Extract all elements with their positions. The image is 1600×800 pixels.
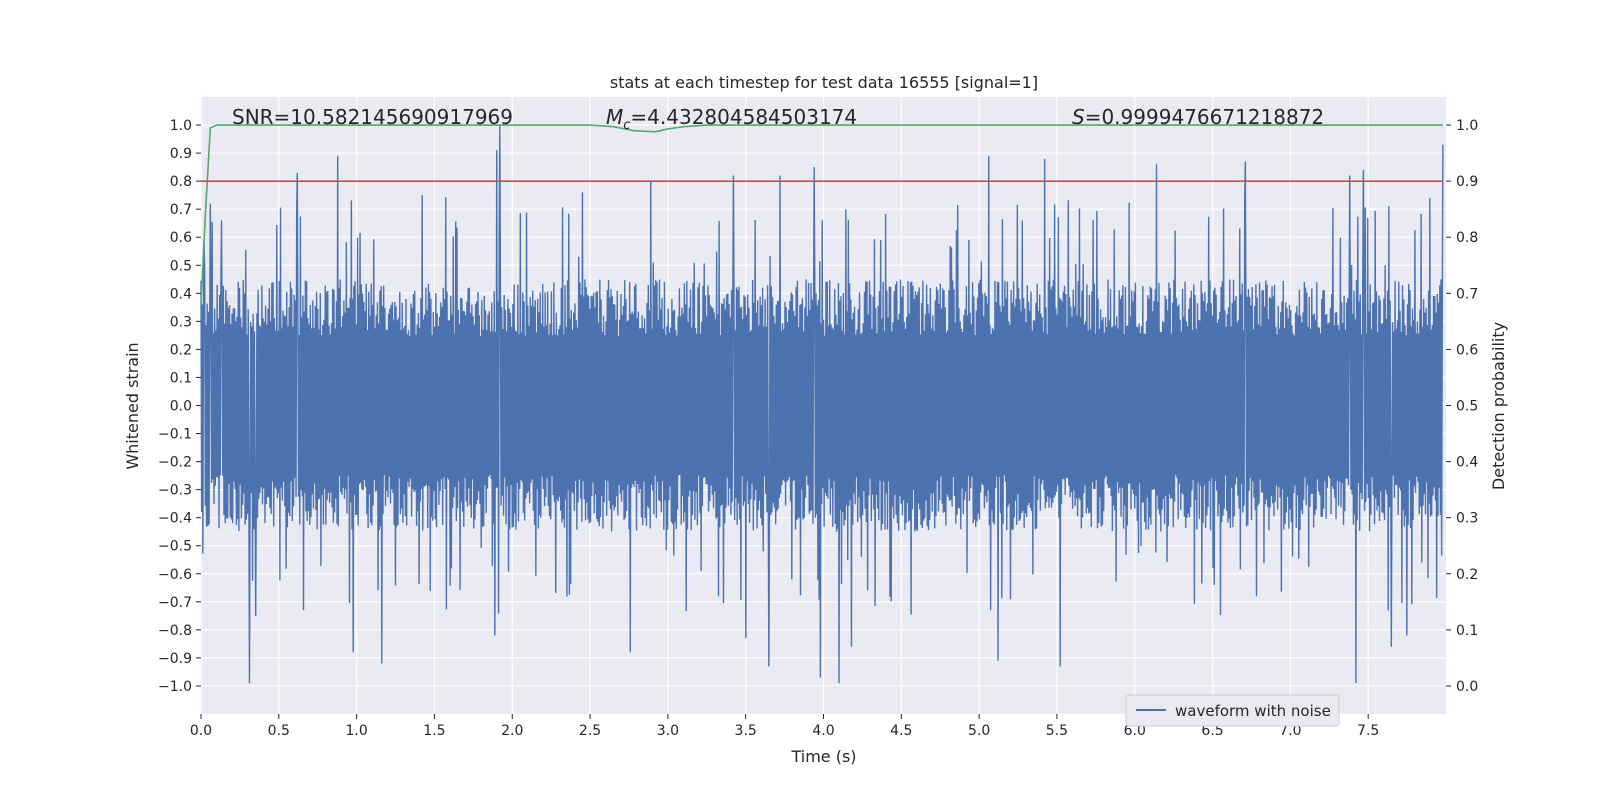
- y2-tick-label: 0.7: [1456, 286, 1478, 302]
- y-tick-label: −0.5: [158, 539, 192, 555]
- x-tick-label: 7.5: [1357, 723, 1379, 739]
- y-axis-left: 1.0 0.9 0.8 0.7 0.6 0.5 0.4 0.3 0.2 0.1 0.0 −0.1 −0.…: [158, 118, 201, 695]
- y-tick-label: −0.3: [158, 483, 192, 499]
- waveform-series: [200, 125, 1444, 684]
- x-tick-label: 6.0: [1124, 723, 1146, 739]
- x-tick-label: 3.5: [735, 723, 757, 739]
- chirp-mass-annotation: Mc=4.432804584503174: [606, 105, 857, 133]
- y2-tick-label: 0.9: [1456, 174, 1478, 190]
- y-axis-right: 1.0 0.9 0.8 0.7 0.6 0.5 0.4 0.3 0.2 0.1 0.0: [1446, 118, 1478, 695]
- mc-value: =4.432804584503174: [630, 105, 857, 129]
- x-tick-label: 0.0: [190, 723, 212, 739]
- x-tick-label: 4.0: [812, 723, 834, 739]
- x-tick-label: 1.0: [345, 723, 367, 739]
- y-tick-label: 0.1: [170, 370, 192, 386]
- x-tick-label: 0.5: [268, 723, 290, 739]
- y-tick-label: 0.5: [170, 258, 192, 274]
- y2-tick-label: 0.0: [1456, 679, 1478, 695]
- y-tick-label: −1.0: [158, 679, 192, 695]
- x-tick-label: 5.0: [968, 723, 990, 739]
- detection-probability-line: [200, 124, 1443, 305]
- mc-subscript: c: [623, 118, 630, 133]
- probability-lines: [200, 124, 1443, 305]
- x-axis: 0.0 0.5 1.0 1.5 2.0 2.5 3.0 3.5 4.0 4.5 5.0 5.5 6.0 6…: [190, 714, 1379, 739]
- y2-tick-label: 0.6: [1456, 342, 1478, 358]
- waveform-line: [200, 125, 1444, 684]
- y-tick-label: 0.6: [170, 230, 192, 246]
- y-tick-label: 0.2: [170, 342, 192, 358]
- s-symbol: S: [1072, 105, 1085, 129]
- s-value: =0.9999476671218872: [1085, 105, 1324, 129]
- y-tick-label: 0.8: [170, 174, 192, 190]
- x-tick-label: 6.5: [1201, 723, 1223, 739]
- y2-tick-label: 0.3: [1456, 511, 1478, 527]
- y2-tick-label: 0.2: [1456, 567, 1478, 583]
- x-tick-label: 4.5: [890, 723, 912, 739]
- y-tick-label: −0.4: [158, 511, 192, 527]
- x-tick-label: 2.5: [579, 723, 601, 739]
- snr-annotation: SNR=10.582145690917969: [232, 105, 513, 129]
- y-tick-label: 0.9: [170, 146, 192, 162]
- y-tick-label: −0.8: [158, 623, 192, 639]
- x-tick-label: 2.0: [501, 723, 523, 739]
- y2-tick-label: 0.8: [1456, 230, 1478, 246]
- chart-title: stats at each timestep for test data 165…: [610, 73, 1038, 92]
- legend: waveform with noise: [1125, 694, 1340, 727]
- mc-symbol: M: [606, 105, 623, 129]
- x-tick-label: 3.0: [657, 723, 679, 739]
- y-tick-label: 0.0: [170, 399, 192, 415]
- legend-box: [1125, 694, 1340, 727]
- y-tick-label: 0.3: [170, 314, 192, 330]
- y2-tick-label: 0.5: [1456, 399, 1478, 415]
- y-tick-label: 0.7: [170, 202, 192, 218]
- y-tick-label: −0.6: [158, 567, 192, 583]
- y-tick-label: −0.2: [158, 455, 192, 471]
- y2-tick-label: 0.4: [1456, 455, 1478, 471]
- y-tick-label: −0.1: [158, 427, 192, 443]
- y2-tick-label: 0.1: [1456, 623, 1478, 639]
- x-tick-label: 1.5: [423, 723, 445, 739]
- x-axis-label: Time (s): [790, 747, 856, 766]
- y2-tick-label: 1.0: [1456, 118, 1478, 134]
- y-tick-label: −0.7: [158, 595, 192, 611]
- y-axis-label: Whitened strain: [123, 342, 142, 469]
- y-tick-label: 1.0: [170, 118, 192, 134]
- legend-label: waveform with noise: [1175, 702, 1331, 720]
- x-tick-label: 7.0: [1279, 723, 1301, 739]
- y-tick-label: 0.4: [170, 286, 192, 302]
- significance-annotation: S=0.9999476671218872: [1072, 105, 1324, 129]
- x-tick-label: 5.5: [1046, 723, 1068, 739]
- y-tick-label: −0.9: [158, 651, 192, 667]
- y2-axis-label: Detection probability: [1489, 322, 1508, 490]
